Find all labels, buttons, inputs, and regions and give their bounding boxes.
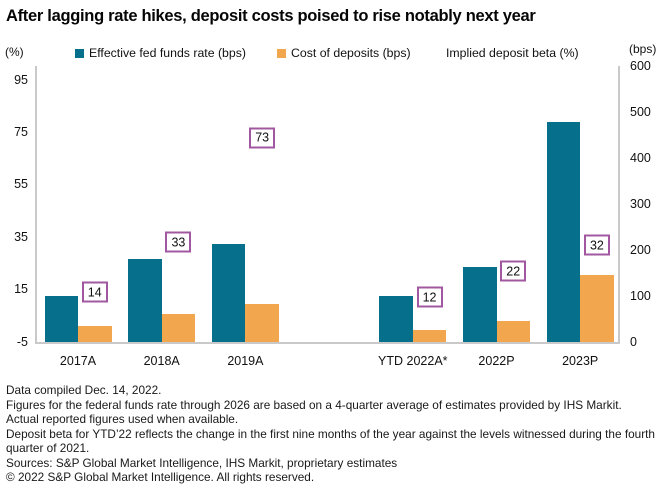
- bar-cost-of-deposits-2017A: [78, 325, 112, 342]
- footnote-line: quarter of 2021.: [6, 441, 90, 456]
- left-axis-line: [35, 66, 37, 344]
- legend-label-fed-funds: Effective fed funds rate (bps): [89, 46, 246, 60]
- footnote-line: © 2022 S&P Global Market Intelligence. A…: [6, 470, 315, 485]
- legend-label-cost-of-deposits: Cost of deposits (bps): [291, 46, 411, 60]
- beta-box-2019A: 73: [249, 127, 276, 149]
- beta-box-YTD 2022A*: 12: [416, 286, 443, 308]
- x-axis-label-2019A: 2019A: [227, 354, 264, 368]
- right-axis-tick-100: 100: [630, 288, 651, 303]
- footnote-line: Deposit beta for YTD’22 reflects the cha…: [6, 426, 655, 441]
- right-axis-tick-300: 300: [630, 196, 651, 211]
- bar-cost-of-deposits-YTD 2022A*: [412, 330, 447, 342]
- footnote-line: Sources: S&P Global Market Intelligence,…: [6, 455, 398, 470]
- right-axis-tick-200: 200: [630, 242, 651, 257]
- bar-cost-of-deposits-2019A: [245, 304, 279, 342]
- x-axis-label-YTD 2022A*: YTD 2022A*: [378, 354, 448, 368]
- cost-of-deposits-swatch-icon: [277, 49, 286, 58]
- left-axis-tick-55: 55: [14, 177, 28, 192]
- footnote-line: Actual reported figures used when availa…: [6, 412, 239, 427]
- legend-item-cost-of-deposits: Cost of deposits (bps): [277, 46, 411, 60]
- bar-cost-of-deposits-2018A: [161, 314, 196, 342]
- x-axis-label-2023P: 2023P: [562, 354, 599, 368]
- right-axis-unit: (bps): [629, 42, 657, 56]
- bar-cost-of-deposits-2023P: [580, 275, 614, 342]
- bar-fed-funds-2017A: [44, 296, 78, 342]
- chart-title: After lagging rate hikes, deposit costs …: [6, 7, 536, 25]
- bar-fed-funds-YTD 2022A*: [379, 296, 413, 342]
- footnotes: Data compiled Dec. 14, 2022. Figures for…: [6, 383, 655, 485]
- left-axis-tick-75: 75: [14, 124, 28, 139]
- bar-fed-funds-2022P: [463, 267, 497, 342]
- x-axis-line: [35, 342, 620, 344]
- left-axis-tick-35: 35: [14, 229, 28, 244]
- left-axis-tick-15: 15: [14, 282, 28, 297]
- beta-box-2018A: 33: [165, 231, 192, 253]
- fed-funds-swatch-icon: [75, 49, 84, 58]
- legend-label-implied-deposit-beta: Implied deposit beta (%): [446, 46, 579, 60]
- left-axis-tick--5: -5: [16, 334, 28, 349]
- x-axis-label-2017A: 2017A: [59, 354, 97, 368]
- bar-cost-of-deposits-2022P: [496, 321, 530, 342]
- beta-box-2022P: 22: [500, 260, 527, 282]
- footnote-line: Figures for the federal funds rate throu…: [6, 397, 622, 412]
- x-axis-label-2018A: 2018A: [143, 354, 180, 368]
- legend-item-implied-deposit-beta: Implied deposit beta (%): [446, 46, 579, 60]
- right-axis-line: [618, 66, 620, 344]
- bar-fed-funds-2023P: [546, 121, 581, 342]
- beta-box-2023P: 32: [583, 234, 610, 256]
- right-axis-tick-500: 500: [630, 104, 651, 119]
- right-axis-tick-600: 600: [630, 58, 651, 73]
- legend-item-fed-funds: Effective fed funds rate (bps): [75, 46, 246, 60]
- right-axis-tick-0: 0: [630, 334, 637, 349]
- bar-fed-funds-2018A: [128, 259, 162, 342]
- x-axis-label-2022P: 2022P: [478, 354, 515, 368]
- beta-box-2017A: 14: [81, 281, 108, 303]
- bar-fed-funds-2019A: [211, 244, 246, 342]
- left-axis-unit: (%): [5, 45, 24, 59]
- right-axis-tick-400: 400: [630, 150, 651, 165]
- footnote-line: Data compiled Dec. 14, 2022.: [6, 383, 162, 397]
- left-axis-tick-95: 95: [14, 72, 28, 87]
